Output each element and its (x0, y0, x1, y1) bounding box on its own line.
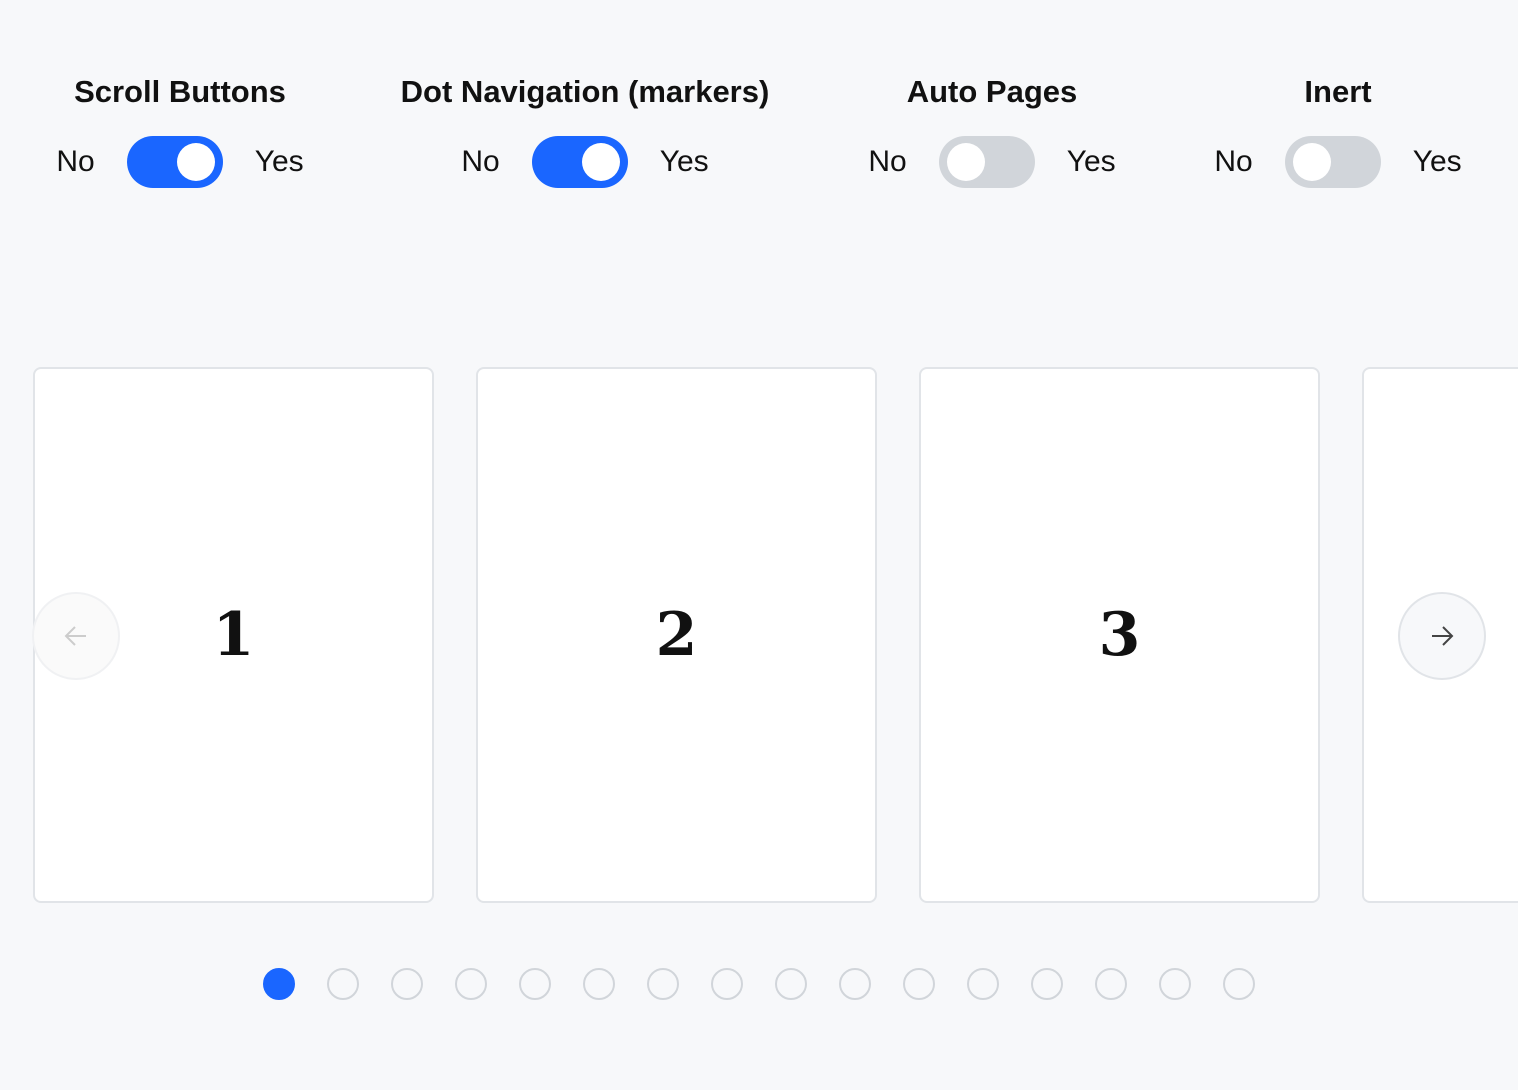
slide-number: 2 (655, 600, 698, 670)
dot-marker[interactable] (903, 968, 935, 1000)
dot-marker[interactable] (1159, 968, 1191, 1000)
toggle-yes-label: Yes (1412, 145, 1462, 178)
toggle-title: Scroll Buttons (74, 74, 286, 109)
toggle-knob (176, 143, 215, 181)
toggle-yes-label: Yes (659, 145, 709, 178)
arrow-left-icon (64, 626, 86, 646)
toggle-row: No Yes (375, 136, 795, 188)
dot-marker[interactable] (263, 968, 295, 1000)
toggle-group: Inert No Yes (1158, 72, 1518, 188)
toggle-switch[interactable] (126, 136, 223, 188)
dot-marker[interactable] (839, 968, 871, 1000)
dot-marker[interactable] (583, 968, 615, 1000)
carousel-slide: 2 (476, 367, 877, 903)
toggle-row: No Yes (782, 136, 1202, 188)
carousel-slide: 3 (919, 367, 1320, 903)
scroll-next-button[interactable] (1398, 592, 1486, 680)
slide-number: 1 (212, 600, 255, 670)
toggle-switch[interactable] (938, 136, 1035, 188)
toggle-yes-label: Yes (1066, 145, 1116, 178)
dot-marker[interactable] (1223, 968, 1255, 1000)
toggle-no-label: No (1214, 145, 1253, 178)
toggle-group: Dot Navigation (markers) No Yes (375, 72, 795, 188)
dot-marker[interactable] (455, 968, 487, 1000)
toggle-group: Scroll Buttons No Yes (0, 72, 390, 188)
dot-marker[interactable] (1095, 968, 1127, 1000)
toggle-switch[interactable] (531, 136, 628, 188)
toggle-no-label: No (868, 145, 907, 178)
toggle-group: Auto Pages No Yes (782, 72, 1202, 188)
toggle-knob (946, 143, 985, 181)
dot-marker[interactable] (1031, 968, 1063, 1000)
dot-marker[interactable] (775, 968, 807, 1000)
dot-marker[interactable] (519, 968, 551, 1000)
toggle-no-label: No (56, 145, 95, 178)
slide-number: 3 (1098, 600, 1141, 670)
dot-marker[interactable] (327, 968, 359, 1000)
dot-marker[interactable] (711, 968, 743, 1000)
toggle-row: No Yes (1158, 136, 1518, 188)
dot-marker[interactable] (967, 968, 999, 1000)
toggle-title: Inert (1304, 74, 1372, 109)
toggle-yes-label: Yes (254, 145, 304, 178)
scroll-prev-button[interactable] (32, 592, 120, 680)
toggle-knob (1292, 143, 1331, 181)
dot-marker[interactable] (391, 968, 423, 1000)
dot-marker[interactable] (647, 968, 679, 1000)
toggle-title: Auto Pages (906, 74, 1078, 109)
toggle-switch[interactable] (1284, 136, 1381, 188)
toggle-title: Dot Navigation (markers) (400, 74, 770, 109)
toggle-row: No Yes (0, 136, 390, 188)
arrow-right-icon (1432, 626, 1454, 646)
toggle-no-label: No (461, 145, 500, 178)
dot-navigation (263, 968, 1255, 1000)
toggle-knob (581, 143, 620, 181)
